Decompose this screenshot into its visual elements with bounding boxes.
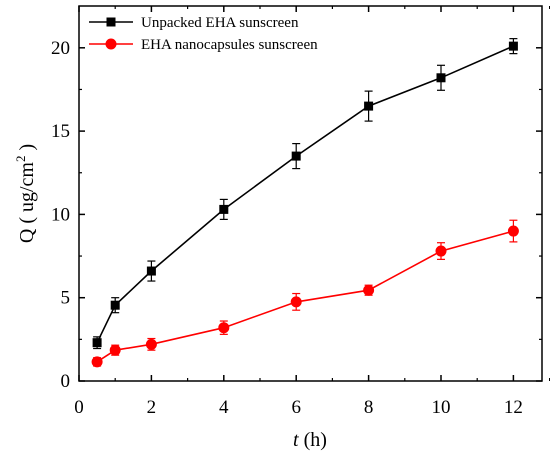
series-line bbox=[96, 230, 514, 363]
data-point bbox=[364, 101, 374, 111]
legend-label: Unpacked EHA sunscreen bbox=[141, 15, 299, 31]
y-tick-label: 0 bbox=[61, 371, 71, 392]
y-axis-title: Q ( ug/cm2 ) bbox=[13, 144, 38, 243]
x-tick-label: 8 bbox=[364, 397, 374, 418]
x-axis-unit: (h) bbox=[299, 429, 327, 451]
data-point bbox=[109, 344, 121, 356]
legend-item: Unpacked EHA sunscreen bbox=[89, 15, 299, 31]
plot-area-border bbox=[78, 5, 543, 382]
y-tick-label: 5 bbox=[61, 288, 71, 309]
x-tick-label: 4 bbox=[219, 397, 229, 418]
x-tick-label: 10 bbox=[432, 397, 451, 418]
plot-frame bbox=[78, 5, 543, 382]
y-tick-label: 20 bbox=[51, 38, 70, 59]
legend: Unpacked EHA sunscreen EHA nanocapsules s… bbox=[89, 15, 318, 53]
legend-marker bbox=[106, 17, 116, 27]
data-point bbox=[218, 322, 230, 334]
data-point bbox=[290, 296, 302, 308]
legend-marker bbox=[105, 38, 117, 50]
series-1 bbox=[92, 38, 518, 350]
data-point bbox=[92, 338, 102, 348]
x-axis-variable: t bbox=[293, 429, 299, 451]
x-tick-label: 2 bbox=[147, 397, 157, 418]
series-line bbox=[96, 45, 514, 344]
data-point bbox=[219, 204, 229, 214]
y-axis-title-main: Q ( ug/cm bbox=[16, 162, 38, 244]
x-axis-title: t (h) bbox=[293, 429, 327, 451]
y-tick-label: 15 bbox=[51, 121, 70, 142]
data-point bbox=[363, 284, 375, 296]
data-point bbox=[436, 73, 446, 83]
x-tick-label: 12 bbox=[504, 397, 523, 418]
series-2 bbox=[91, 219, 519, 368]
legend-label: EHA nanocapsules sunscreen bbox=[141, 37, 318, 53]
legend-item: EHA nanocapsules sunscreen bbox=[89, 37, 318, 53]
data-point bbox=[291, 151, 301, 161]
data-point bbox=[507, 225, 519, 237]
data-point bbox=[435, 245, 447, 257]
series-layer bbox=[91, 38, 519, 368]
data-point bbox=[91, 356, 103, 368]
data-point bbox=[508, 41, 518, 51]
x-tick-label: 6 bbox=[291, 397, 301, 418]
data-point bbox=[146, 266, 156, 276]
y-axis-title-close: ) bbox=[16, 144, 38, 156]
data-point bbox=[145, 338, 157, 350]
y-tick-label: 10 bbox=[51, 204, 70, 225]
data-point bbox=[110, 300, 120, 310]
x-tick-label: 0 bbox=[74, 397, 84, 418]
y-axis-title-superscript: 2 bbox=[13, 156, 28, 163]
y-axis: 0 5 10 15 20 bbox=[51, 38, 542, 392]
x-axis: 0 2 4 6 8 10 12 bbox=[74, 6, 550, 418]
